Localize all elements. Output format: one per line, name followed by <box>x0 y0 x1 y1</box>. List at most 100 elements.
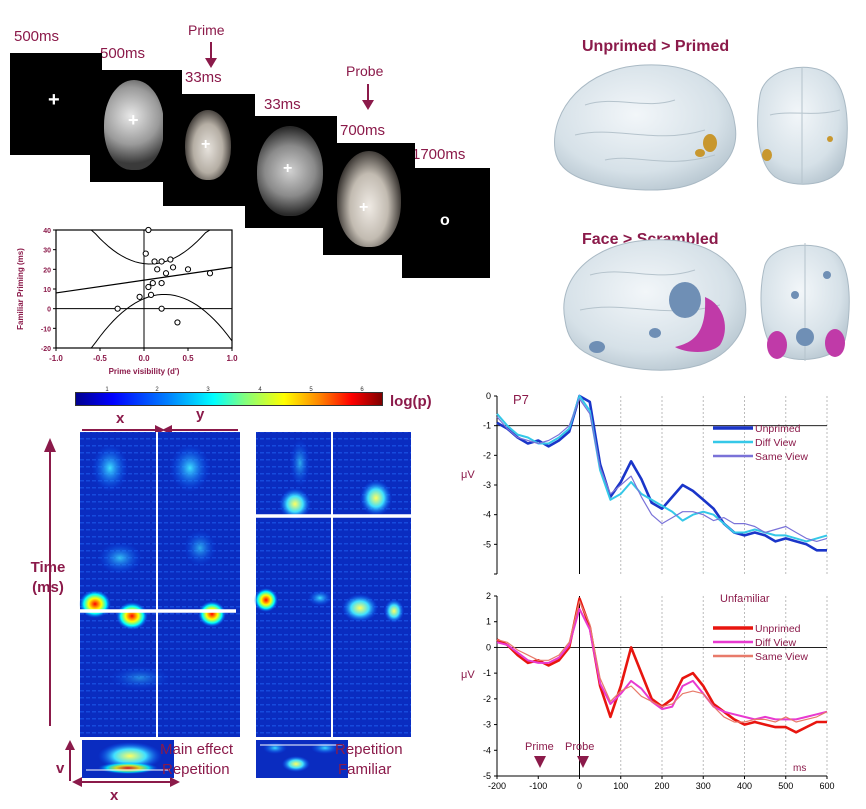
erp-ytick-label: -3 <box>483 480 491 490</box>
fixation-cross-icon: + <box>201 136 211 153</box>
erp-xtick-label: 300 <box>696 781 711 791</box>
scatter-ytick-label: 10 <box>43 287 51 294</box>
scatter-ytick-label: 0 <box>47 307 51 314</box>
x-bottom-arrow-icon <box>72 777 180 787</box>
probe-down-arrow-icon <box>577 756 589 768</box>
brain-lateral-top <box>554 64 737 191</box>
fixation-cross-icon: + <box>128 110 139 130</box>
scatter-xtick-label: 0.5 <box>182 354 194 363</box>
face-activation-blob <box>825 329 845 357</box>
tf-map-familiar <box>254 432 411 737</box>
probe-face-image <box>337 151 401 247</box>
face-activation-blob <box>675 297 725 352</box>
erp-xtick-label: 200 <box>654 781 669 791</box>
duration-label-4: 33ms <box>264 96 301 113</box>
erp-series-line <box>496 607 828 721</box>
colorbar-tick-label: 5 <box>309 387 313 393</box>
scatter-regression-line <box>55 266 233 294</box>
right-caption-line1: Repetition <box>335 741 403 758</box>
erp-ytick-label: -5 <box>483 539 491 549</box>
scatter-point <box>136 293 143 300</box>
erp-xtick-label: -100 <box>529 781 547 791</box>
brain-renders <box>554 64 850 371</box>
duration-label-3: 33ms <box>185 69 222 86</box>
scatter-ytick-label: 20 <box>43 267 51 274</box>
fixation-cross-icon: + <box>48 89 60 111</box>
erp-svg: P7 μV μV ms Unfamiliar 0 -1 -2 -3 -4 -5 2 1 0 -1… <box>461 391 835 791</box>
erp-ytick-label: 0 <box>486 642 491 652</box>
x-range-label: x <box>116 410 125 427</box>
scatter-xtick-label: -0.5 <box>93 354 107 363</box>
erp-ytick-label: -1 <box>483 668 491 678</box>
prime-label: Prime <box>188 22 225 38</box>
colorbar-ticks: 1 2 3 4 5 6 <box>105 387 364 393</box>
topo-map-main-effect <box>82 740 174 778</box>
erp-xtick-label: 500 <box>778 781 793 791</box>
brain-title-top: Unprimed > Primed <box>582 38 730 55</box>
scatter-xtick-label: -1.0 <box>49 354 63 363</box>
erp-xunit: ms <box>793 763 806 774</box>
face-activation-blob <box>796 328 814 346</box>
scatter-ytick-label: 40 <box>43 228 51 235</box>
scatter-point <box>149 280 156 287</box>
erp-ytick-label: -1 <box>483 421 491 431</box>
face-activation-blob <box>791 291 799 299</box>
scatter-ytick-label: -20 <box>41 346 51 353</box>
face-activation-blob <box>767 331 787 359</box>
scatter-point <box>158 305 165 312</box>
erp-legend-label: Diff View <box>755 437 796 449</box>
scatter-ci-upper <box>56 229 232 265</box>
prime-marker: Prime <box>525 741 554 768</box>
scatter-point <box>147 291 155 299</box>
tf-maps-svg: x y Time (ms) <box>31 408 411 804</box>
erp-series-line <box>496 398 828 542</box>
erp-ytick-label: -3 <box>483 720 491 730</box>
erp-legend-top: Unprimed Diff View Same View <box>713 423 808 463</box>
time-axis-arrow-icon <box>44 438 56 726</box>
x-bottom-label: x <box>110 787 119 804</box>
face-activation-blob <box>649 328 661 338</box>
duration-label-6: 1700ms <box>412 146 466 163</box>
scatter-xtick-label: 0.0 <box>138 354 150 363</box>
erp-channel-label: P7 <box>513 392 529 407</box>
erp-plot-top: 0 -1 -2 -3 -4 -5 <box>483 391 828 575</box>
scatter-point <box>162 270 170 277</box>
scatter-point <box>145 226 152 234</box>
right-caption-line2: Familiar <box>338 761 391 778</box>
probe-marker: Probe <box>565 741 594 768</box>
scatter-xtick-label: 1.0 <box>226 354 238 363</box>
erp-probe-marker-label: Probe <box>565 741 594 753</box>
activation-blob <box>762 149 772 161</box>
scatter-point <box>114 305 121 312</box>
erp-xtick-label: 0 <box>577 781 582 791</box>
scatter-ci-lower <box>56 294 233 349</box>
probe-label: Probe <box>346 63 384 79</box>
colorbar-tick-label: 6 <box>360 387 364 393</box>
erp-unit-bottom: μV <box>461 669 475 681</box>
scatter-point <box>167 256 174 263</box>
erp-ytick-label: -5 <box>483 771 491 781</box>
brain-posterior-bottom <box>760 243 850 361</box>
activation-blob <box>827 136 833 142</box>
prime-face-frame: + <box>163 94 255 206</box>
colorbar-tick-label: 4 <box>258 387 262 393</box>
scatter-points <box>114 226 214 326</box>
scatter-ticks: -1.0 -0.5 0.0 0.5 1.0 40 30 20 10 0 -10 -20 <box>41 228 238 363</box>
erp-legend-bottom: Unprimed Diff View Same View <box>713 623 808 663</box>
tf-map-main-effect <box>79 432 240 737</box>
y-range-label: y <box>196 408 205 423</box>
scatter-fit-lines <box>55 229 233 349</box>
time-axis-unit: (ms) <box>32 579 64 596</box>
colorbar-label: log(p) <box>390 393 432 410</box>
erp-ytick-label: 2 <box>486 591 491 601</box>
scatter-point <box>158 280 165 287</box>
erp-legend-label: Same View <box>755 451 808 463</box>
erp-xtick-label: 400 <box>737 781 752 791</box>
time-axis-label: Time <box>31 559 66 576</box>
v-axis-arrow-icon <box>65 740 75 781</box>
scrambled-mask-image <box>257 126 323 216</box>
scrambled-frame-2: + <box>245 116 337 228</box>
left-caption-line2: Repetition <box>162 761 230 778</box>
duration-label-1: 500ms <box>14 28 60 45</box>
face-activation-blob <box>823 271 831 279</box>
